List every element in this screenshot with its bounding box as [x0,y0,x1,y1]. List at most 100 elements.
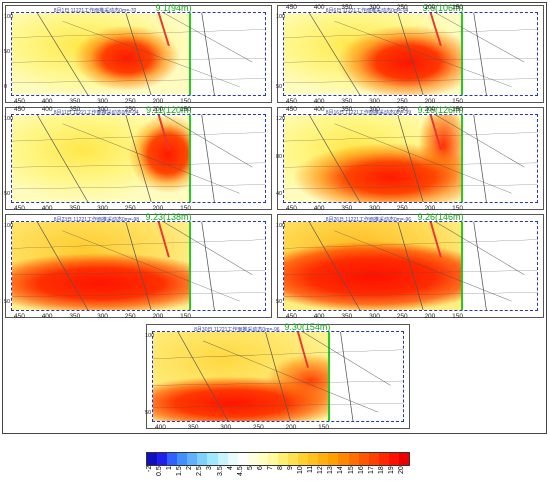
y-tick: 100 [276,223,286,229]
x-tick: 300 [220,424,232,431]
y-tick: 50 [276,299,283,305]
colorbar-labels: -2 0.5 1 1.5 2 2.5 3 3.5 4 4.5 5 6 7 8 9… [146,466,408,484]
panel-6: 8月26日 11221工作面推采动态0m=-96 9.26(146m) 100 … [276,212,544,320]
map-linework [12,13,265,95]
panel-4: 8月16日 11221工作面推采动态0m=-99 9.16(126m) 450 … [276,105,544,212]
map-linework [12,115,265,202]
y-ticks: 100 50 [4,116,13,197]
y-tick: 50 [4,299,11,305]
y-tick: 100 [4,14,14,20]
x-tick: 150 [452,4,463,11]
colorbar-label: 18 [377,466,385,474]
y-ticks: 100 50 [276,223,285,305]
panel-label: 9.1(94m) [155,3,192,13]
colorbar [146,452,410,466]
x-tick: 300 [369,313,380,320]
colorbar-swatch [288,453,299,465]
x-tick: 450 [14,205,25,212]
colorbar-label: 2.5 [196,466,204,476]
map-line [163,222,253,275]
panel-map [283,221,538,311]
map-line [12,132,265,142]
panel-label: 9.26(146m) [417,212,464,222]
x-tick: 300 [369,205,380,212]
colorbar-label: 1.5 [176,466,184,476]
map-line [308,222,361,310]
colorbar-label: 19 [387,466,395,474]
colorbar-label: -2 [146,466,153,473]
x-tick: 150 [318,424,329,431]
colorbar-label: 16 [357,466,365,474]
map-line [284,162,537,168]
colorbar-swatch [378,453,389,465]
map-line [153,380,403,386]
panel-label: 9.6(106m) [422,3,464,13]
panel-map [283,12,538,96]
map-line [284,270,537,275]
map-line [334,123,512,194]
colorbar-swatch [197,453,208,465]
panel-1: 8月1日 11221工作面推采动态0m=-70 9.1(94m) 100 50 … [4,3,272,105]
x-tick: 150 [452,106,463,113]
x-ticks-bottom: 450 400 350 300 250 200 150 [286,205,463,212]
colorbar-label: 8 [277,466,285,470]
x-tick: 450 [14,106,25,113]
y-ticks: 100 50 0 [4,14,13,90]
x-tick: 350 [187,424,199,431]
map-line [125,13,152,95]
colorbar-swatch [237,453,248,465]
x-tick: 200 [424,106,436,113]
map-line [201,222,215,310]
map-line [163,13,253,63]
panel-title: 8月1日 11221工作面推采动态0m=-70 [53,8,137,14]
map-line [302,332,391,386]
colorbar-label: 10 [297,466,305,474]
x-tick: 350 [69,106,81,113]
map-line [12,239,265,249]
panel-label: 9.16(126m) [417,105,464,115]
colorbar-swatch [187,453,198,465]
y-tick: 100 [276,14,286,20]
x-ticks-bottom: 450 400 350 300 250 200 150 [286,98,463,105]
x-tick: 250 [124,313,136,320]
map-line [177,332,229,421]
map-line [397,13,424,95]
panel-label: 9.23(138m) [145,212,192,222]
x-tick: 150 [180,98,191,105]
y-tick: 0 [4,84,8,90]
y-tick: 100 [145,333,155,339]
map-line [12,29,265,38]
map-line [473,115,487,202]
map-line [12,78,265,83]
x-ticks-bottom: 450 400 350 300 250 200 150 [14,313,191,320]
colorbar-label: 15 [347,466,355,474]
panel-map [11,221,266,311]
x-tick: 400 [41,106,53,113]
colorbar-swatch [278,453,289,465]
x-tick: 350 [69,313,81,320]
y-ticks: 100 50 [276,14,285,90]
fault-line [429,115,442,150]
x-tick: 450 [14,313,25,320]
colorbar-label: 11 [307,466,315,474]
colorbar-label: 13 [327,466,335,474]
fault-line [429,222,442,258]
x-tick: 200 [424,313,436,320]
colorbar-swatch [338,453,349,465]
panel-title: 8月23日 11221工作面推采动态0m=-98 [53,217,140,223]
x-tick: 150 [180,106,191,113]
x-tick: 200 [152,98,164,105]
map-line [308,13,361,95]
colorbar-swatch [348,453,359,465]
map-line [201,13,215,95]
fault-line [157,13,170,46]
y-tick: 50 [4,191,11,197]
colorbar-label: 4.5 [236,466,244,476]
map-line [435,222,525,275]
panel-map [152,331,404,422]
x-tick: 150 [452,98,463,105]
panel-title: 8月16日 11221工作面推采动态0m=-99 [325,110,412,116]
x-tick: 450 [286,106,297,113]
colorbar-label: 3 [206,466,214,470]
colorbar-label: 6 [256,466,264,470]
